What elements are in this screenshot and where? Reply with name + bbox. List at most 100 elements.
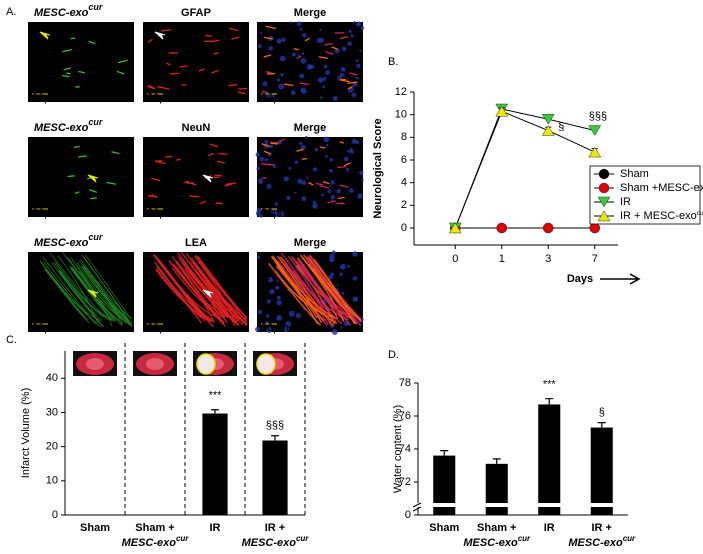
x-tick-label: 3	[545, 253, 551, 265]
cell	[301, 157, 308, 160]
point	[495, 105, 509, 117]
fiber	[72, 269, 116, 322]
cell	[296, 148, 304, 152]
scale-bar-label: 30μm	[32, 207, 60, 219]
nucleus	[265, 314, 270, 318]
nucleus	[329, 184, 332, 187]
fiber	[70, 257, 113, 327]
cell	[218, 152, 228, 155]
fiber	[194, 269, 244, 326]
y-axis-label: Infarct Volume (%)	[20, 388, 32, 478]
error-bar	[211, 409, 219, 414]
x-tick-label-sub-main: MESC-exo	[122, 537, 177, 549]
nucleus	[314, 147, 319, 152]
nucleus	[359, 49, 362, 52]
x-tick-label-sub: MESC-exocur	[122, 534, 190, 549]
fiber	[78, 260, 127, 319]
nucleus	[345, 167, 350, 172]
cell	[116, 70, 125, 75]
cell	[78, 70, 85, 74]
nucleus	[332, 95, 338, 101]
nucleus	[312, 167, 318, 172]
x-tick-label: IR	[544, 522, 555, 534]
cell	[90, 197, 97, 200]
point	[541, 125, 555, 136]
y-tick-label: 10	[46, 475, 58, 487]
x-tick-label-sub: MESC-exocur	[242, 534, 310, 549]
nucleus	[289, 21, 292, 24]
merge-label: Merge	[294, 122, 326, 134]
nucleus	[319, 96, 323, 100]
x-tick-label-sub-main: MESC-exo	[463, 537, 518, 549]
nucleus	[273, 211, 280, 218]
nucleus	[301, 180, 307, 186]
nucleus	[276, 279, 280, 282]
nucleus	[300, 144, 306, 151]
nucleus	[299, 73, 305, 79]
fiber	[284, 263, 329, 325]
panel-letter: C.	[6, 334, 17, 346]
fiber	[168, 260, 226, 318]
nucleus	[283, 328, 287, 332]
nucleus	[256, 166, 261, 171]
nucleus	[266, 326, 273, 333]
cell	[331, 46, 339, 51]
cell	[315, 182, 323, 186]
annotation: §	[558, 121, 564, 133]
micrograph	[28, 252, 134, 332]
legend-marker	[597, 210, 611, 222]
merge-label: Merge	[294, 7, 326, 19]
fiber	[53, 262, 104, 327]
micrograph	[143, 22, 249, 102]
legend-label-main: Sham +MESC-exo	[620, 182, 703, 194]
nucleus	[272, 164, 277, 168]
fiber	[42, 256, 97, 325]
cell	[62, 48, 72, 53]
scale-bar-label: 30μm	[32, 92, 60, 104]
scale-bar-label: 30μm	[147, 92, 175, 104]
cell	[296, 55, 302, 60]
fiber	[81, 254, 132, 324]
cell	[73, 145, 80, 149]
nucleus	[355, 140, 359, 144]
fiber	[84, 265, 133, 320]
nucleus	[324, 155, 328, 159]
nucleus	[281, 37, 286, 43]
fiber	[55, 262, 105, 318]
nucleus	[328, 168, 333, 173]
cell	[319, 185, 330, 189]
cell	[224, 183, 233, 187]
cell	[347, 81, 358, 85]
nucleus	[360, 26, 365, 30]
y-tick-label: 72	[399, 476, 411, 488]
nucleus	[276, 38, 282, 44]
nucleus	[301, 52, 305, 55]
cell	[215, 202, 223, 205]
nucleus	[268, 46, 274, 51]
nucleus	[288, 166, 292, 170]
legend-marker	[598, 168, 610, 180]
point	[589, 222, 600, 234]
marker-label-main: MESC-exo	[34, 122, 89, 134]
fiber	[312, 267, 358, 325]
x-tick-label: IR +	[265, 522, 285, 534]
nucleus	[264, 158, 269, 162]
cell	[70, 37, 76, 40]
micrograph	[143, 251, 249, 332]
marker-label: MESC-exocur	[34, 232, 103, 249]
nucleus	[276, 300, 282, 306]
cell	[179, 65, 188, 68]
scale-bar-label: 30μm	[147, 207, 175, 219]
bar	[590, 427, 613, 515]
nucleus	[259, 31, 263, 35]
cell	[344, 162, 351, 167]
point	[588, 125, 602, 137]
cell	[156, 160, 166, 165]
nucleus	[299, 141, 303, 145]
cell	[66, 72, 71, 75]
cell	[151, 177, 161, 182]
fiber	[280, 252, 330, 320]
nucleus	[325, 70, 330, 76]
micrograph	[255, 135, 364, 218]
